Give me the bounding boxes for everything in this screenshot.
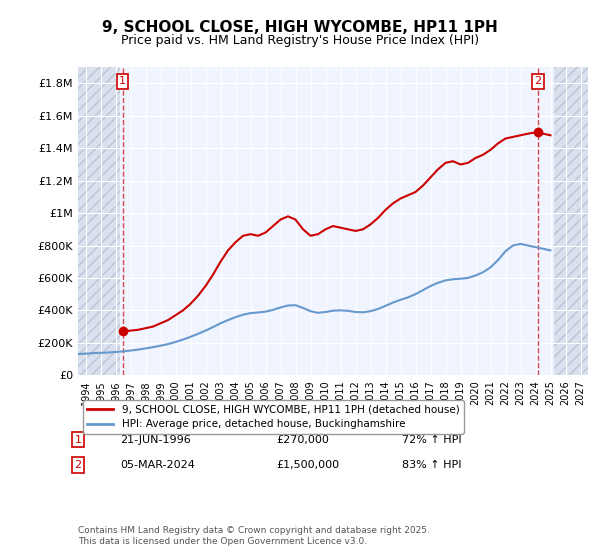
- Text: 2: 2: [535, 76, 542, 86]
- Text: Contains HM Land Registry data © Crown copyright and database right 2025.
This d: Contains HM Land Registry data © Crown c…: [78, 526, 430, 546]
- Legend: 9, SCHOOL CLOSE, HIGH WYCOMBE, HP11 1PH (detached house), HPI: Average price, de: 9, SCHOOL CLOSE, HIGH WYCOMBE, HP11 1PH …: [83, 400, 464, 433]
- Text: 1: 1: [74, 435, 82, 445]
- Text: £1,500,000: £1,500,000: [276, 460, 339, 470]
- Text: 21-JUN-1996: 21-JUN-1996: [120, 435, 191, 445]
- Text: 05-MAR-2024: 05-MAR-2024: [120, 460, 195, 470]
- Text: 1: 1: [119, 76, 126, 86]
- Bar: [78, 67, 120, 375]
- Text: Price paid vs. HM Land Registry's House Price Index (HPI): Price paid vs. HM Land Registry's House …: [121, 34, 479, 46]
- Text: £270,000: £270,000: [276, 435, 329, 445]
- Bar: [554, 67, 588, 375]
- Text: 72% ↑ HPI: 72% ↑ HPI: [402, 435, 461, 445]
- Text: 2: 2: [74, 460, 82, 470]
- Text: 9, SCHOOL CLOSE, HIGH WYCOMBE, HP11 1PH: 9, SCHOOL CLOSE, HIGH WYCOMBE, HP11 1PH: [102, 20, 498, 35]
- Text: 83% ↑ HPI: 83% ↑ HPI: [402, 460, 461, 470]
